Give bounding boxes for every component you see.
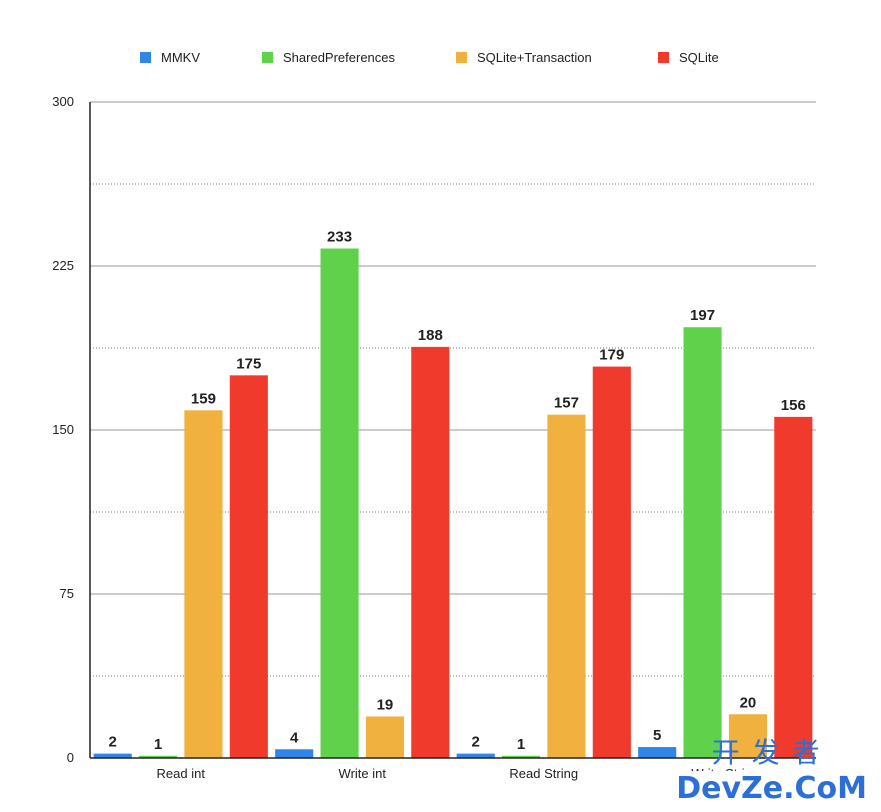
legend-label: SQLite (679, 50, 719, 65)
bar (184, 410, 223, 758)
data-label: 5 (653, 727, 661, 744)
value-labels: 2 1 159 175 4 233 19 188 2 1 157 179 5 197 20 156 (109, 229, 806, 753)
legend-label: MMKV (161, 50, 200, 65)
data-label: 157 (554, 395, 579, 412)
bar (456, 753, 495, 758)
legend-swatch (658, 52, 669, 63)
y-tick-label: 0 (67, 750, 74, 765)
bar (275, 749, 314, 758)
watermark: 开发者 DevZe.CoM (676, 731, 867, 806)
legend-swatch (140, 52, 151, 63)
data-label: 197 (690, 307, 715, 324)
data-label: 19 (377, 696, 394, 713)
data-label: 20 (740, 694, 757, 711)
data-label: 159 (191, 390, 216, 407)
data-label: 2 (109, 734, 117, 751)
bar (139, 755, 178, 758)
data-label: 2 (472, 734, 480, 751)
data-label: 188 (418, 327, 443, 344)
bars (93, 248, 813, 759)
x-tick-label: Write int (339, 766, 387, 781)
data-label: 4 (290, 729, 299, 746)
y-tick-label: 75 (60, 586, 74, 601)
y-tick-label: 225 (52, 258, 74, 273)
bar (365, 716, 404, 758)
legend: MMKV SharedPreferences SQLite+Transaction S… (140, 50, 719, 65)
legend-label: SharedPreferences (283, 50, 396, 65)
legend-swatch (262, 52, 273, 63)
x-tick-label: Read int (157, 766, 206, 781)
bar (638, 747, 677, 758)
data-label: 233 (327, 229, 352, 246)
x-tick-label: Read String (509, 766, 578, 781)
bar (547, 414, 586, 758)
bar (229, 375, 268, 758)
y-axis: 0 75 150 225 300 (52, 94, 91, 765)
watermark-en: DevZe.CoM (676, 771, 867, 806)
bar (592, 366, 631, 758)
data-label: 156 (781, 397, 806, 414)
bar (411, 346, 450, 758)
data-label: 1 (517, 736, 525, 753)
legend-label: SQLite+Transaction (477, 50, 592, 65)
y-tick-label: 150 (52, 422, 74, 437)
bar (320, 248, 359, 759)
data-label: 175 (236, 355, 261, 372)
bar (93, 753, 132, 758)
legend-swatch (456, 52, 467, 63)
data-label: 1 (154, 736, 162, 753)
y-tick-label: 300 (52, 94, 74, 109)
bar (774, 416, 813, 758)
bar (683, 327, 722, 758)
watermark-cn: 开发者 (711, 736, 832, 769)
data-label: 179 (599, 347, 624, 364)
bar (502, 755, 541, 758)
bar (728, 714, 767, 758)
